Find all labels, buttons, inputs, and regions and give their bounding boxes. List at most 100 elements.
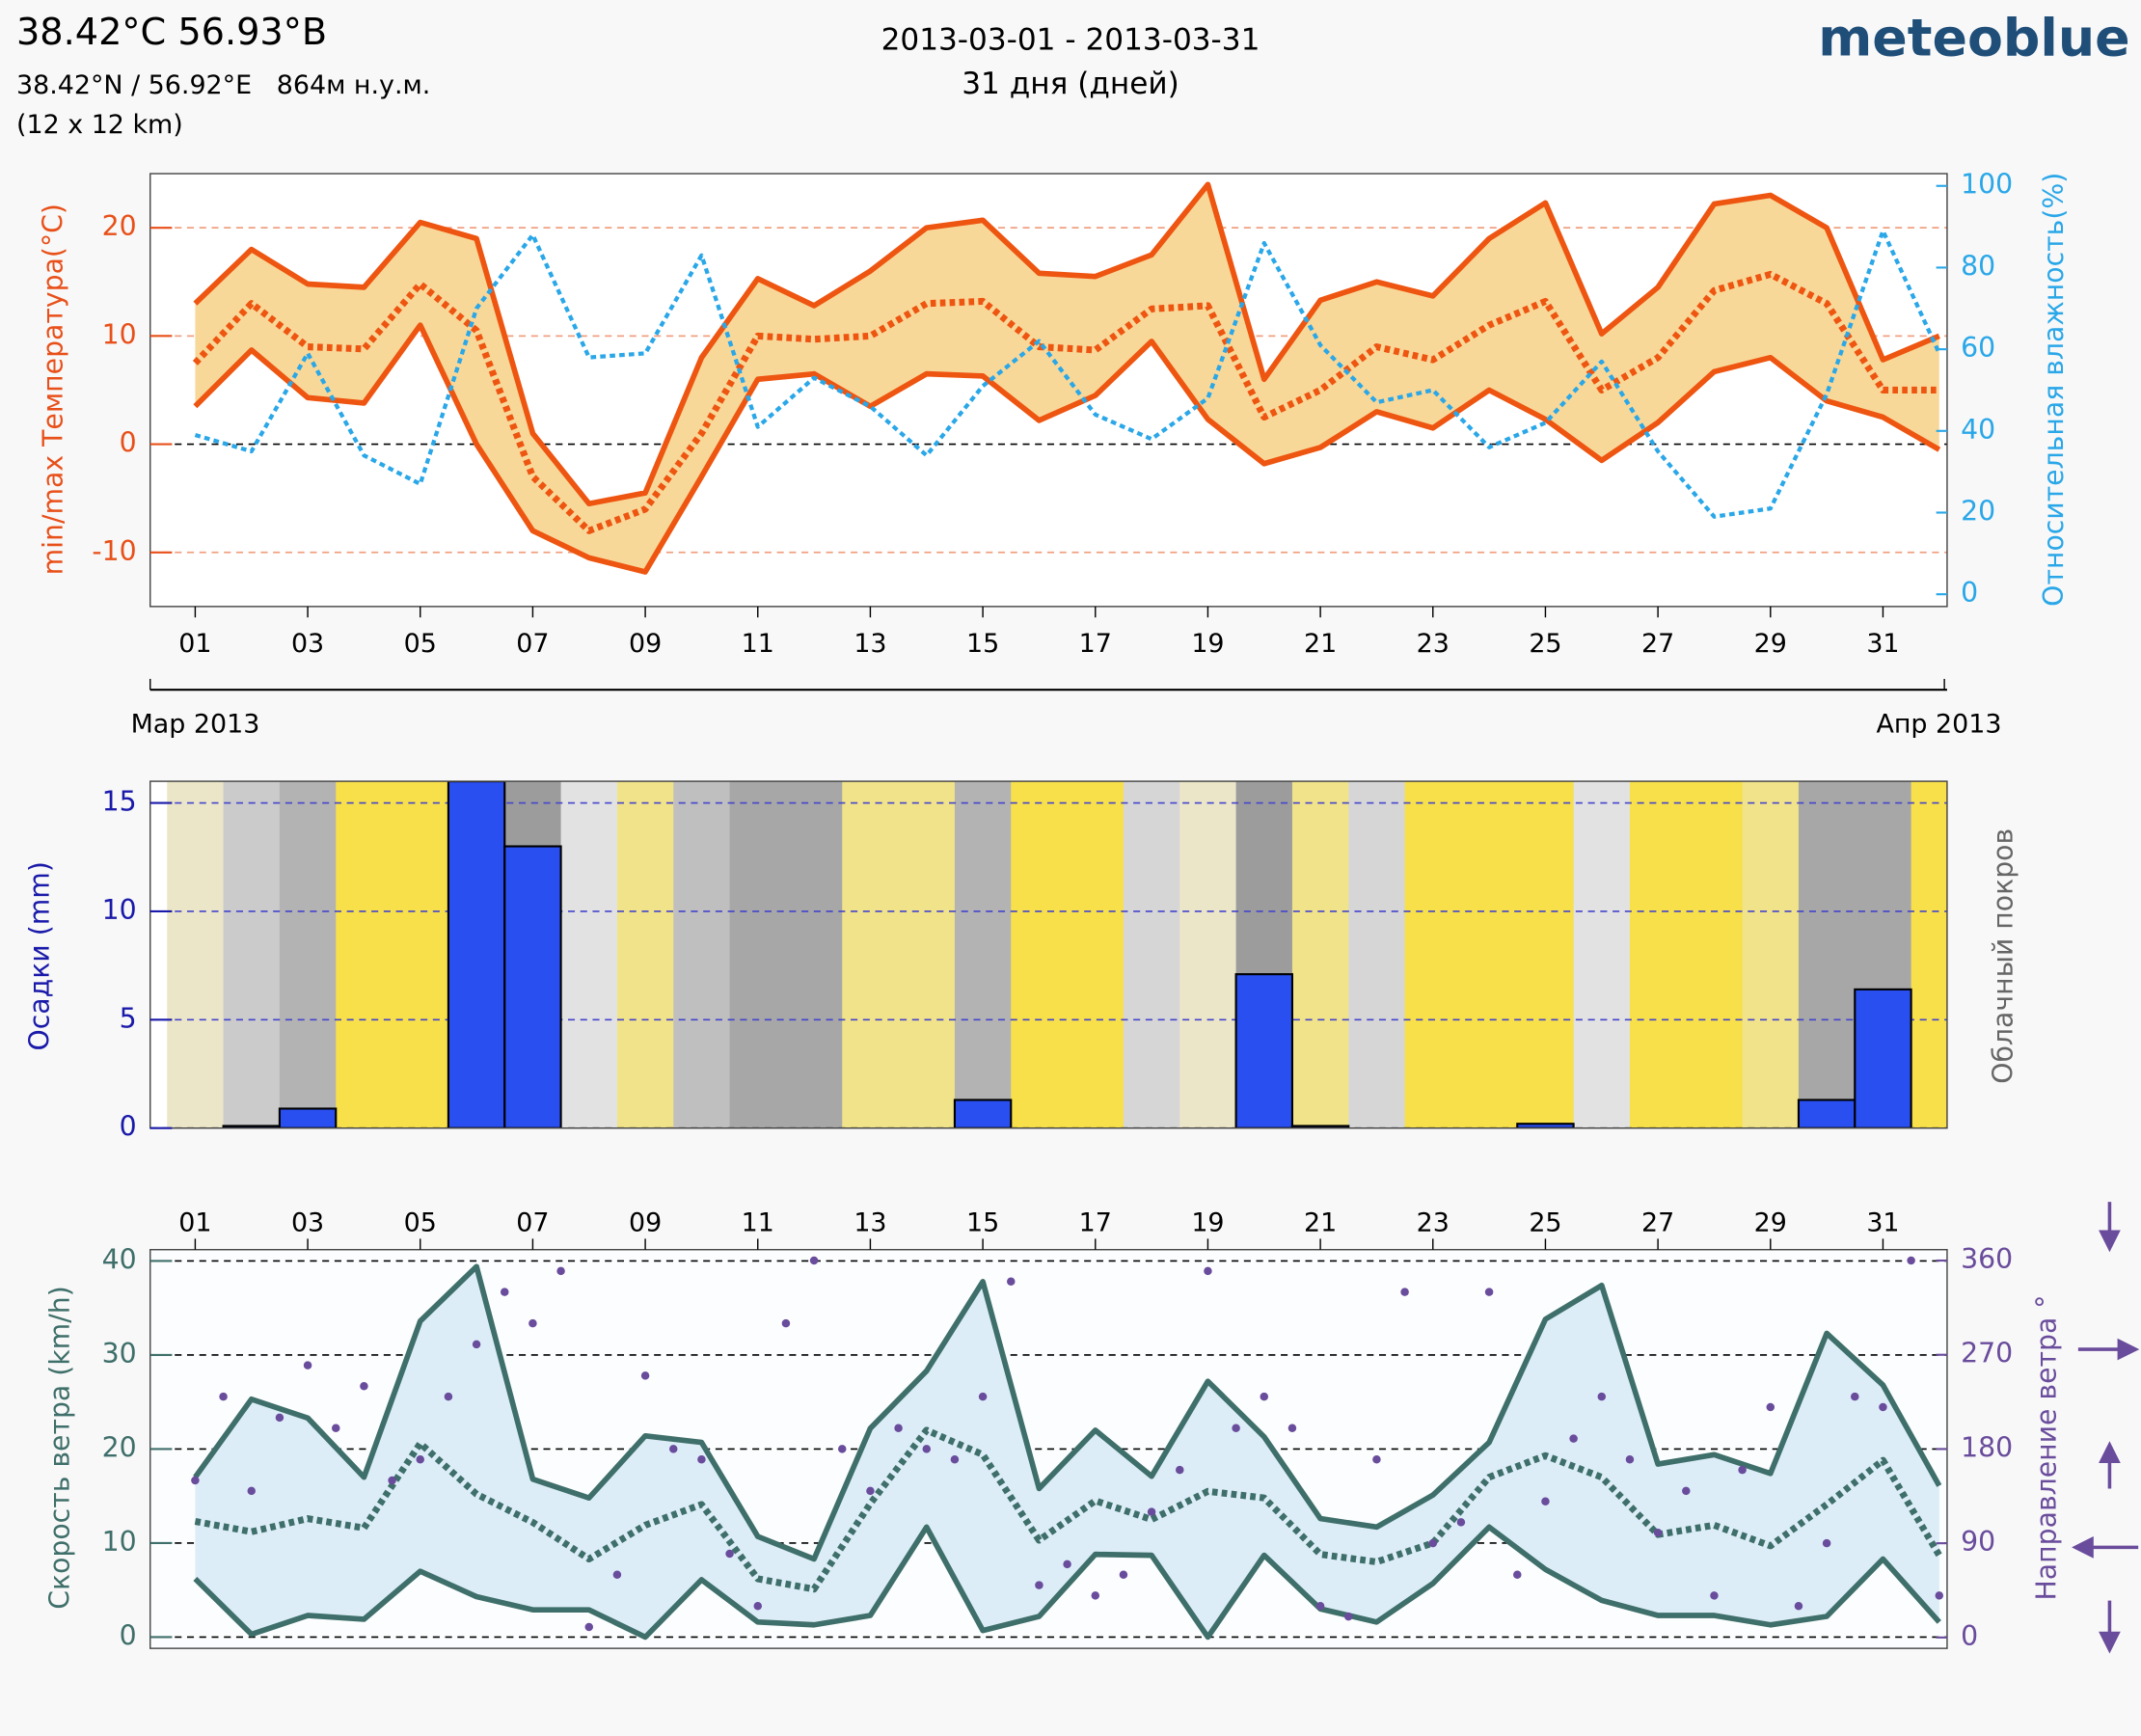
direction-point — [219, 1392, 228, 1401]
direction-arrows — [2072, 1202, 2140, 1654]
cloud-cover — [1179, 781, 1237, 1128]
y-axis-label: Осадки (mm) — [23, 861, 55, 1050]
x-tick-label: 23 — [1417, 629, 1450, 659]
direction-point — [331, 1424, 340, 1432]
plot-border — [149, 173, 1948, 608]
y2-tick-label: 270 — [1961, 1338, 2013, 1370]
x-tick-label: 13 — [854, 1207, 886, 1237]
direction-point — [584, 1622, 593, 1632]
direction-point — [1625, 1455, 1635, 1464]
cloud-cover — [1011, 781, 1069, 1128]
direction-point — [275, 1413, 285, 1423]
direction-point — [1035, 1581, 1043, 1589]
direction-point — [556, 1266, 565, 1276]
x-tick-label: 07 — [516, 1207, 549, 1237]
y-tick-label: 20 — [102, 210, 137, 242]
cloud-cover — [1686, 781, 1744, 1128]
cloud-cover — [1911, 781, 1947, 1128]
direction-point — [303, 1361, 312, 1370]
direction-point — [640, 1371, 650, 1380]
x-tick-label: 01 — [178, 629, 211, 659]
y-axis-label: min/max Температура(°C) — [38, 203, 69, 575]
bar — [278, 1107, 338, 1128]
y2-axis-label: Относительная влажность(%) — [2038, 173, 2070, 607]
direction-point — [1484, 1288, 1494, 1296]
bar — [503, 845, 562, 1128]
grid-size: (12 x 12 km) — [16, 110, 183, 140]
x-tick-label: 27 — [1641, 629, 1674, 659]
direction-point — [950, 1455, 960, 1464]
title: 38.42°C 56.93°B — [16, 12, 327, 54]
x-tick-label: 27 — [1641, 1207, 1674, 1237]
x-tick-label: 15 — [966, 629, 999, 659]
direction-point — [472, 1340, 481, 1349]
x-tick-label: 03 — [291, 1207, 324, 1237]
direction-point — [1541, 1497, 1550, 1505]
direction-point — [1204, 1266, 1212, 1276]
direction-point — [753, 1602, 763, 1611]
cloud-cover — [1404, 781, 1462, 1128]
direction-point — [1794, 1602, 1803, 1611]
direction-point — [669, 1445, 678, 1453]
direction-point — [1456, 1518, 1466, 1527]
x-tick-label: 03 — [291, 629, 324, 659]
range-band — [195, 1266, 1939, 1638]
series-line — [193, 1263, 1942, 1562]
x-tick-label: 17 — [1079, 1207, 1112, 1237]
direction-point — [781, 1318, 791, 1328]
direction-point — [1513, 1570, 1522, 1579]
cloud-cover — [1348, 781, 1406, 1128]
y2-tick-label: 60 — [1961, 332, 1995, 364]
x-tick-label: 07 — [516, 629, 549, 659]
direction-point — [978, 1392, 988, 1401]
bar — [1234, 973, 1293, 1128]
direction-point — [444, 1392, 453, 1401]
direction-point — [1710, 1591, 1719, 1600]
x-tick-label: 15 — [966, 1207, 999, 1237]
direction-point — [1738, 1465, 1747, 1475]
direction-point — [1287, 1424, 1297, 1432]
x-tick-label: 11 — [742, 629, 774, 659]
y-tick-label: 0 — [120, 427, 137, 459]
cloud-cover — [1067, 781, 1125, 1128]
cloud-cover — [1573, 781, 1631, 1128]
direction-point — [1232, 1424, 1240, 1432]
direction-point — [1851, 1392, 1859, 1401]
x-tick-label: 21 — [1304, 1207, 1337, 1237]
plot-border — [149, 780, 1948, 1129]
end-label: Апр 2013 — [1876, 710, 2001, 740]
direction-point — [612, 1570, 622, 1579]
series-line — [194, 1426, 1942, 1593]
direction-point — [1176, 1465, 1184, 1475]
direction-point — [1315, 1602, 1325, 1611]
x-tick-label: 25 — [1529, 1207, 1561, 1237]
cloud-cover — [560, 781, 618, 1128]
bar — [1854, 988, 1912, 1128]
cloud-cover — [336, 781, 393, 1128]
series-line — [193, 181, 1940, 507]
cloud-cover — [1798, 781, 1856, 1128]
cloud-cover — [167, 781, 225, 1128]
direction-point — [247, 1486, 256, 1496]
x-tick-label: 19 — [1191, 1207, 1224, 1237]
x-tick-label: 31 — [1866, 629, 1899, 659]
x-tick-label: 13 — [854, 629, 886, 659]
y2-tick-label: 40 — [1961, 414, 1995, 446]
x-tick-label: 05 — [404, 1207, 437, 1237]
y-tick-label: 10 — [102, 318, 137, 350]
y2-tick-label: 360 — [1961, 1243, 2013, 1275]
y-tick-label: -10 — [92, 535, 136, 567]
days: 31 дня (дней) — [962, 67, 1179, 101]
direction-point — [1119, 1570, 1128, 1579]
cloud-cover — [223, 781, 281, 1128]
direction-point — [1766, 1402, 1775, 1412]
cloud-cover — [898, 781, 956, 1128]
cloud-cover — [729, 781, 787, 1128]
y2-tick-label: 80 — [1961, 250, 1995, 282]
direction-point — [1147, 1507, 1156, 1516]
bar — [1797, 1099, 1856, 1128]
y2-tick-label: 0 — [1961, 577, 1978, 609]
cloud-cover — [785, 781, 843, 1128]
cloud-cover — [392, 781, 449, 1128]
x-tick-label: 29 — [1754, 1207, 1787, 1237]
